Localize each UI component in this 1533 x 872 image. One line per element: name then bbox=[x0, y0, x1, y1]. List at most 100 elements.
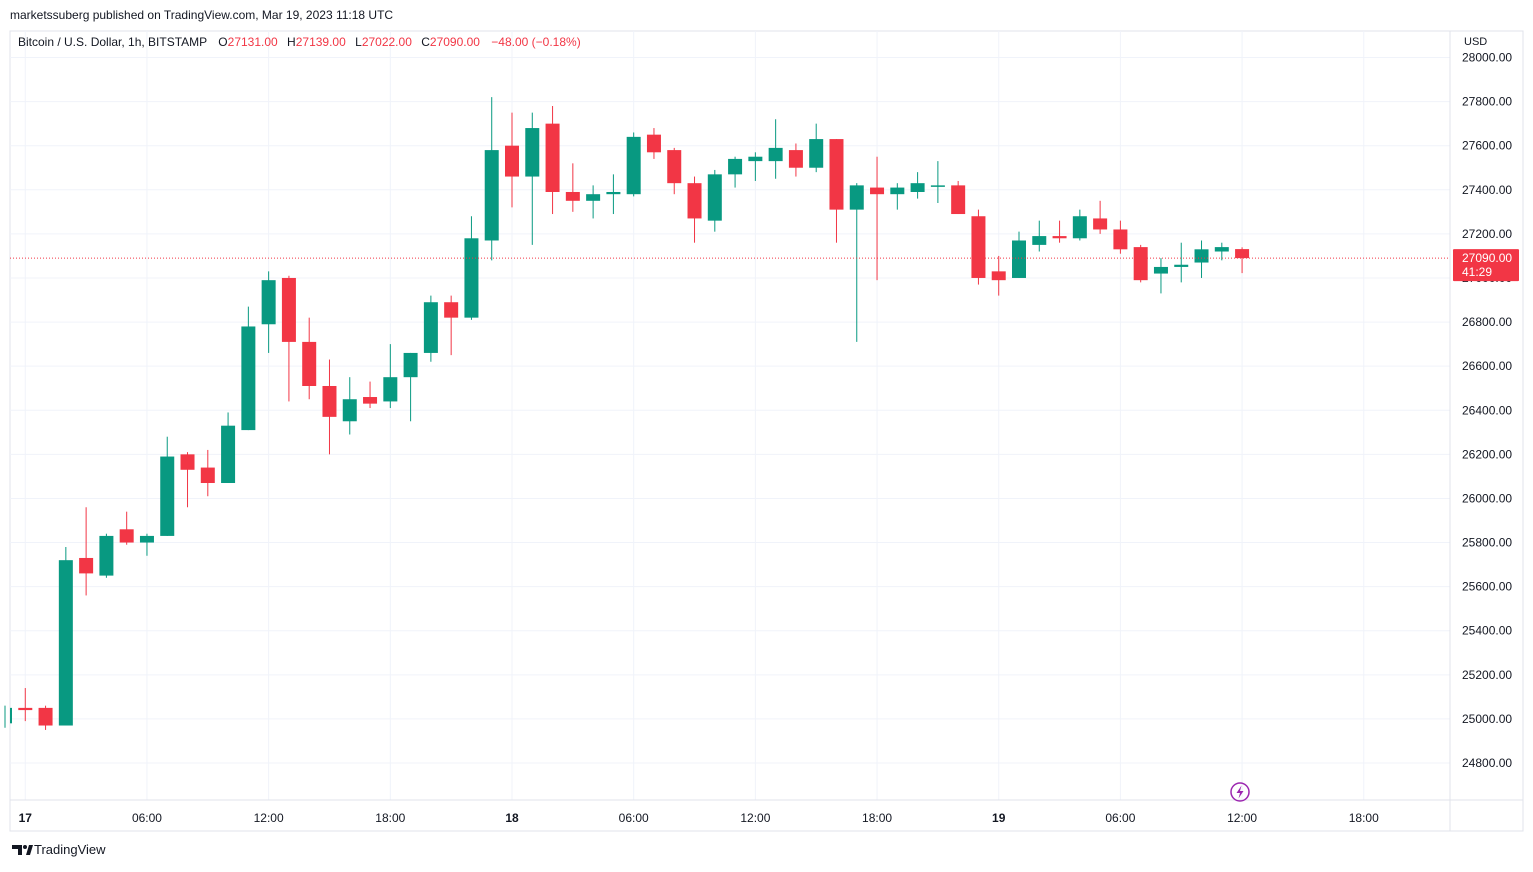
candle[interactable] bbox=[505, 112, 519, 208]
tradingview-logo-icon bbox=[12, 845, 22, 855]
candle[interactable] bbox=[525, 112, 540, 245]
candle[interactable] bbox=[667, 147, 682, 195]
candle[interactable] bbox=[119, 511, 134, 545]
candle[interactable] bbox=[363, 381, 378, 409]
candle[interactable] bbox=[484, 97, 499, 261]
candle[interactable] bbox=[930, 161, 945, 204]
candle-body bbox=[1235, 249, 1250, 259]
candle[interactable] bbox=[322, 359, 337, 455]
candle[interactable] bbox=[1012, 231, 1026, 278]
candle[interactable] bbox=[79, 507, 94, 596]
candle-body bbox=[646, 134, 661, 153]
candle[interactable] bbox=[788, 143, 803, 177]
candle[interactable] bbox=[951, 180, 966, 215]
candle[interactable] bbox=[646, 128, 661, 159]
candle-body bbox=[1113, 229, 1128, 250]
time-tick-label: 18 bbox=[505, 811, 519, 825]
candle[interactable] bbox=[160, 436, 175, 536]
lightning-icon[interactable] bbox=[1230, 782, 1250, 802]
candle[interactable] bbox=[809, 123, 824, 173]
candle[interactable] bbox=[342, 377, 357, 435]
candle[interactable] bbox=[626, 132, 641, 197]
candle-body bbox=[221, 425, 236, 484]
candle[interactable] bbox=[180, 452, 195, 508]
brand-name: TradingView bbox=[34, 842, 106, 857]
candle-body bbox=[1032, 236, 1047, 245]
time-axis[interactable]: 17 06:00 12:00 18:00 18 06:00 12:00 18:00 19 06:0… bbox=[19, 811, 1379, 825]
candle[interactable] bbox=[139, 533, 154, 556]
candle-body bbox=[971, 216, 986, 278]
candle-body bbox=[160, 456, 175, 536]
low-value: 27022.00 bbox=[362, 35, 412, 49]
candle[interactable] bbox=[1133, 244, 1148, 283]
price-tick-label: 27800.00 bbox=[1462, 95, 1512, 109]
candle[interactable] bbox=[687, 176, 702, 243]
time-tick-label: 12:00 bbox=[1227, 811, 1257, 825]
candle[interactable] bbox=[829, 139, 844, 243]
candle[interactable] bbox=[464, 216, 479, 320]
candle[interactable] bbox=[99, 533, 114, 578]
candle[interactable] bbox=[1235, 247, 1250, 274]
change-value: −48.00 (−0.18%) bbox=[491, 35, 580, 49]
candle[interactable] bbox=[728, 156, 743, 188]
candle[interactable] bbox=[870, 156, 885, 281]
candle[interactable] bbox=[768, 119, 783, 179]
candle-body bbox=[910, 183, 925, 192]
candle[interactable] bbox=[1093, 200, 1108, 234]
candle[interactable] bbox=[403, 352, 418, 422]
candle[interactable] bbox=[444, 295, 459, 356]
candles[interactable] bbox=[4, 97, 1250, 730]
candle-body bbox=[707, 174, 722, 221]
candle[interactable] bbox=[1174, 242, 1189, 283]
candle[interactable] bbox=[221, 412, 236, 484]
candle[interactable] bbox=[971, 209, 986, 285]
currency-label: USD bbox=[1464, 36, 1487, 48]
price-tick-label: 28000.00 bbox=[1462, 51, 1512, 65]
candle[interactable] bbox=[241, 306, 256, 431]
candle-body bbox=[768, 147, 783, 162]
candle[interactable] bbox=[261, 271, 276, 353]
candle[interactable] bbox=[281, 275, 296, 402]
candle[interactable] bbox=[1113, 220, 1128, 254]
candle[interactable] bbox=[890, 183, 905, 210]
candle[interactable] bbox=[910, 172, 925, 199]
candle[interactable] bbox=[707, 169, 722, 232]
time-tick-label: 06:00 bbox=[132, 811, 162, 825]
candle[interactable] bbox=[383, 344, 398, 409]
price-tick-label: 26200.00 bbox=[1462, 447, 1512, 461]
candle[interactable] bbox=[1214, 242, 1229, 261]
candle[interactable] bbox=[423, 295, 438, 362]
candle[interactable] bbox=[1072, 209, 1087, 241]
candle-body bbox=[1214, 247, 1229, 252]
candle[interactable] bbox=[200, 449, 215, 497]
candle[interactable] bbox=[606, 174, 621, 215]
candle[interactable] bbox=[1153, 258, 1168, 294]
candle[interactable] bbox=[4, 705, 12, 728]
candle-body bbox=[1093, 218, 1108, 230]
candle-body bbox=[58, 560, 73, 726]
candle[interactable] bbox=[565, 163, 580, 212]
candle[interactable] bbox=[748, 152, 763, 181]
candle[interactable] bbox=[302, 317, 317, 400]
last-price-value: 27090.00 bbox=[1462, 251, 1512, 265]
candle-body bbox=[241, 326, 256, 431]
candle-body bbox=[870, 187, 885, 195]
candle[interactable] bbox=[849, 183, 864, 342]
candle[interactable] bbox=[58, 546, 73, 726]
candle[interactable] bbox=[545, 106, 560, 215]
open-label: O bbox=[218, 35, 227, 49]
candle-body bbox=[322, 385, 337, 417]
candle[interactable] bbox=[38, 705, 53, 730]
candle[interactable] bbox=[18, 688, 33, 722]
candle[interactable] bbox=[991, 255, 1006, 296]
tradingview-logo[interactable]: TradingView bbox=[12, 842, 106, 857]
price-axis[interactable]: 24800.00 25000.00 25200.00 25400.00 25600.00… bbox=[1453, 51, 1519, 771]
candle-body bbox=[505, 145, 519, 177]
candle[interactable] bbox=[1052, 220, 1067, 243]
candle[interactable] bbox=[586, 185, 601, 219]
candle[interactable] bbox=[1194, 240, 1209, 278]
candle[interactable] bbox=[1032, 220, 1047, 252]
candle-body bbox=[565, 191, 580, 201]
